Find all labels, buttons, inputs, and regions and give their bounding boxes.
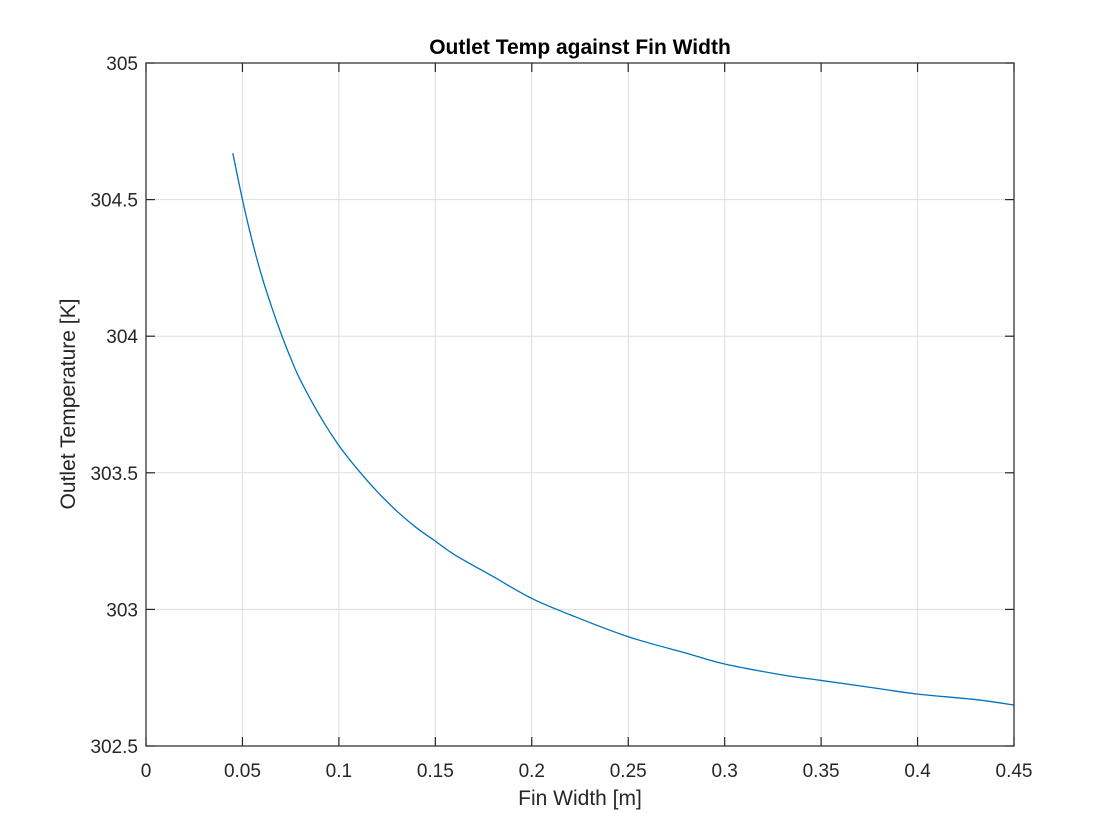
x-tick-label: 0.15 xyxy=(417,761,454,782)
series-line xyxy=(232,153,1015,706)
x-tick-label: 0.25 xyxy=(610,761,647,782)
y-tick-label: 302.5 xyxy=(90,737,138,758)
grid-lines xyxy=(146,63,1014,746)
tick-labels: 0 0.05 0.1 0.15 0.2 0.25 0.3 0.35 0.4 0.45 302.5 30… xyxy=(90,54,1032,782)
plot-area xyxy=(232,153,1015,706)
x-tick-label: 0.45 xyxy=(996,761,1033,782)
chart-title: Outlet Temp against Fin Width xyxy=(429,36,731,59)
x-tick-label: 0.05 xyxy=(224,761,261,782)
x-tick-label: 0.1 xyxy=(326,761,352,782)
x-tick-label: 0.35 xyxy=(803,761,840,782)
x-tick-label: 0 xyxy=(141,761,152,782)
y-tick-label: 304 xyxy=(106,327,138,348)
axes-frame xyxy=(145,62,1015,747)
x-tick-label: 0.3 xyxy=(711,761,737,782)
y-tick-label: 304.5 xyxy=(90,191,138,212)
axes-box xyxy=(145,62,1015,747)
y-axis-label: Outlet Temperature [K] xyxy=(57,299,80,510)
x-tick-label: 0.4 xyxy=(904,761,931,782)
y-tick-label: 305 xyxy=(106,54,138,75)
y-tick-label: 303 xyxy=(106,600,138,621)
x-axis-label: Fin Width [m] xyxy=(518,787,642,810)
x-tick-label: 0.2 xyxy=(519,761,545,782)
y-tick-label: 303.5 xyxy=(90,464,138,485)
